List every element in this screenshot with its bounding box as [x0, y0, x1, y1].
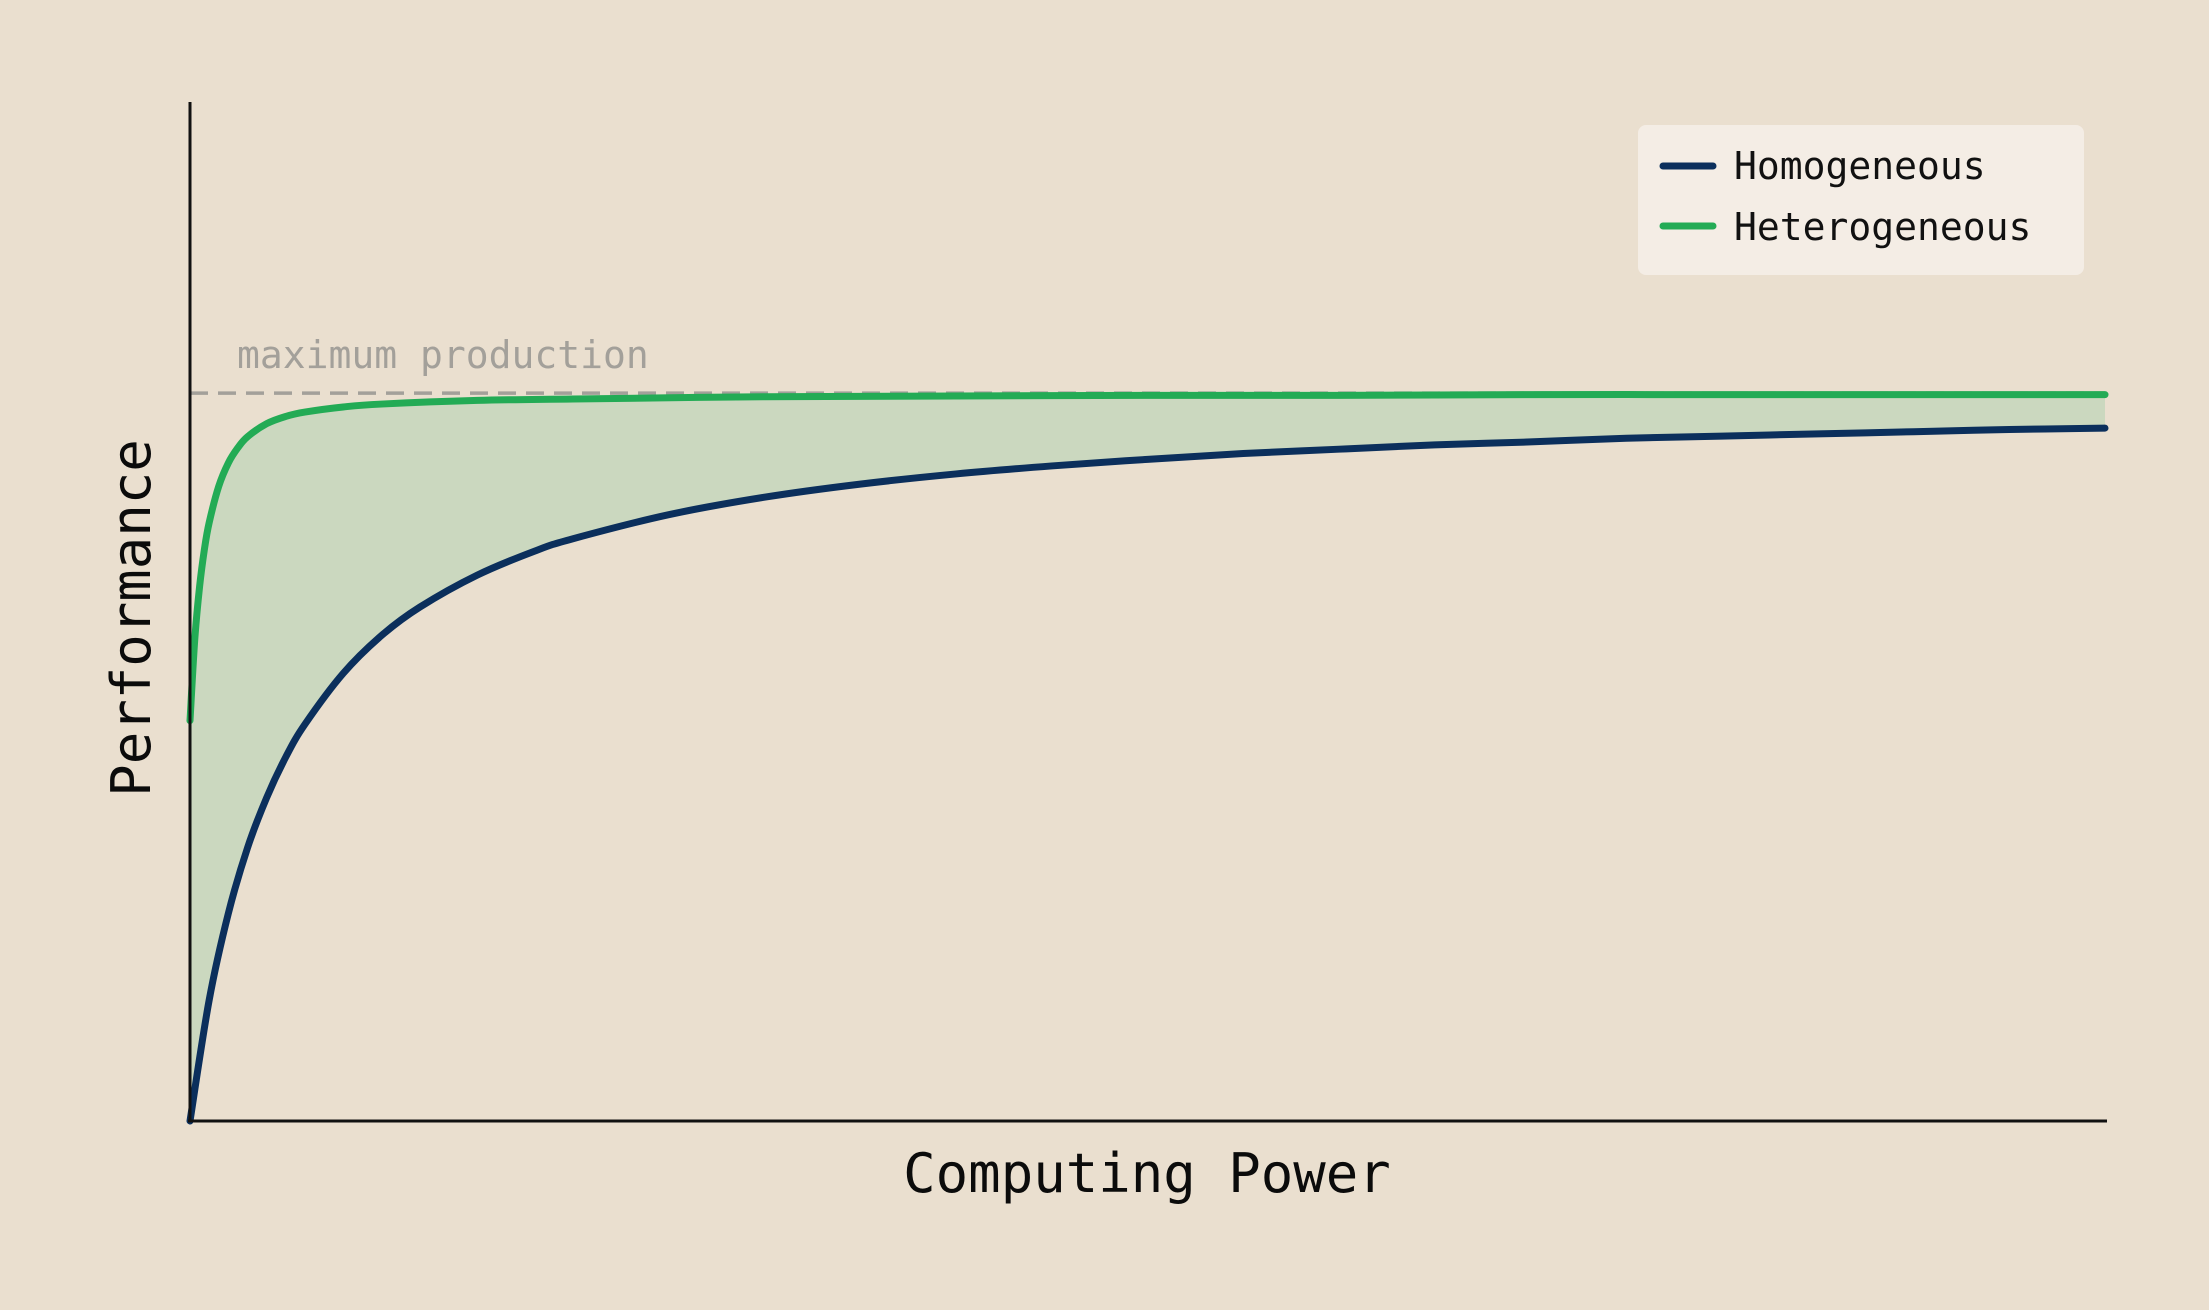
legend-label-homogeneous: Homogeneous: [1734, 144, 1986, 188]
series-line-heterogeneous: [186, 391, 2109, 725]
x-axis-label: Computing Power: [903, 1142, 1391, 1205]
legend-label-heterogeneous: Heterogeneous: [1734, 205, 2031, 249]
legend: Homogeneous Heterogeneous: [1638, 125, 2084, 275]
performance-gap-area: [190, 394, 2105, 1122]
series-line-homogeneous: [186, 424, 2109, 1125]
series-layer: [186, 391, 2109, 1125]
y-axis-label: Performance: [100, 439, 163, 797]
legend-box: [1638, 125, 2084, 275]
maximum-production-label: maximum production: [237, 333, 649, 377]
